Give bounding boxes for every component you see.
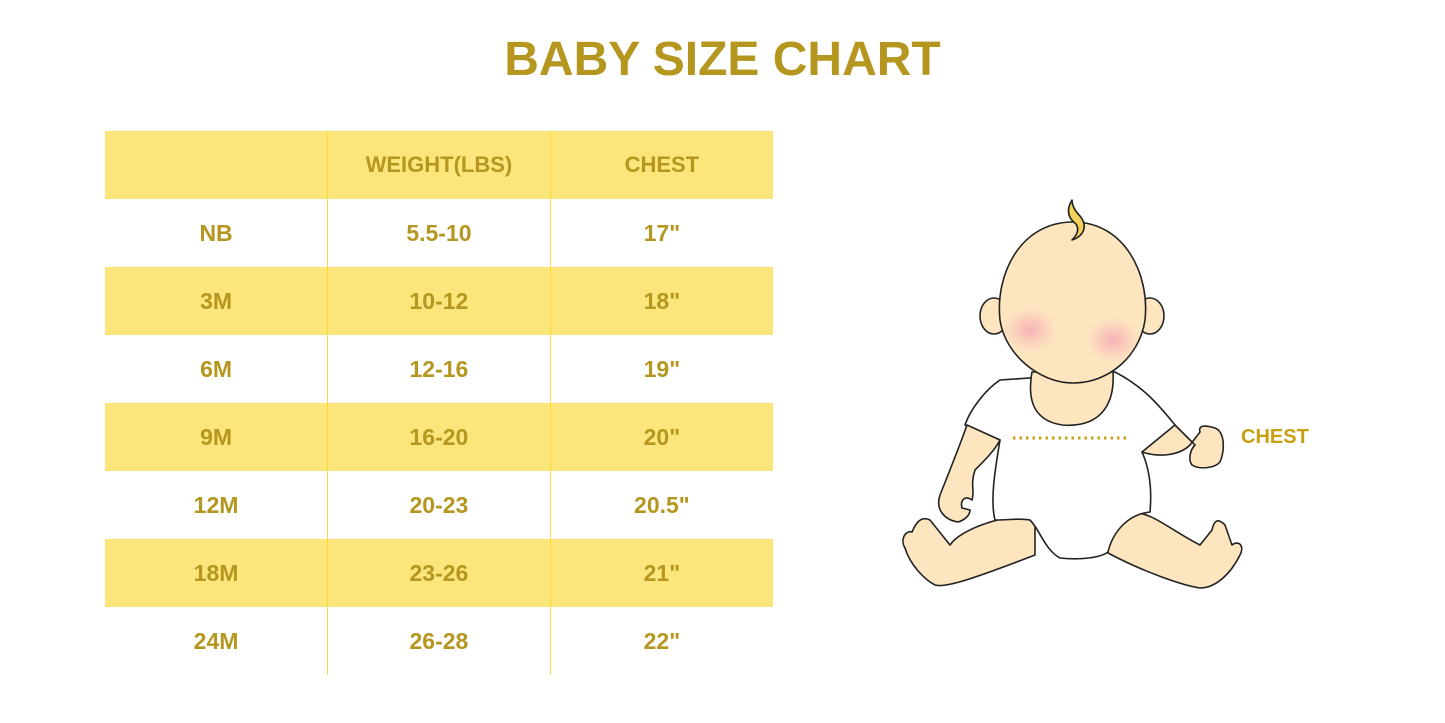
- chest-cell: 20.5": [634, 491, 690, 518]
- chest-cell: 21": [550, 539, 773, 607]
- size-cell: NB: [199, 219, 233, 246]
- table-row: 6M 12-16 19": [105, 335, 773, 403]
- chest-cell: 20": [550, 403, 773, 471]
- chest-cell: 19": [643, 355, 681, 382]
- chest-cell: 18": [550, 267, 773, 335]
- size-table: WEIGHT(LBS) CHEST NB 5.5-10 17" 3M 10-12…: [105, 131, 773, 675]
- header-cell: [105, 131, 328, 199]
- weight-cell: 23-26: [327, 539, 551, 607]
- weight-cell: 20-23: [327, 471, 551, 539]
- table-row: 12M 20-23 20.5": [105, 471, 773, 539]
- chest-label: CHEST: [1241, 426, 1309, 448]
- chest-cell: 17": [643, 219, 681, 246]
- table-row: 18M 23-26 21": [105, 539, 773, 607]
- table-header-row: WEIGHT(LBS) CHEST: [105, 131, 773, 199]
- weight-cell: 26-28: [327, 607, 551, 675]
- weight-cell: 10-12: [327, 267, 551, 335]
- size-cell: 12M: [193, 491, 239, 518]
- header-cell: WEIGHT(LBS): [327, 131, 551, 199]
- weight-cell: 16-20: [327, 403, 551, 471]
- table-row: 24M 26-28 22": [105, 607, 773, 675]
- size-cell: 6M: [200, 355, 233, 382]
- page-title: BABY SIZE CHART: [504, 33, 941, 86]
- table-row: NB 5.5-10 17": [105, 199, 773, 267]
- weight-cell: 12-16: [327, 335, 551, 403]
- weight-cell: 5.5-10: [327, 199, 551, 267]
- size-cell: 18M: [105, 539, 328, 607]
- size-cell: 3M: [105, 267, 328, 335]
- table-row: 9M 16-20 20": [105, 403, 773, 471]
- header-cell: CHEST: [550, 131, 773, 199]
- size-cell: 9M: [105, 403, 328, 471]
- size-cell: 24M: [193, 627, 239, 654]
- table-row: 3M 10-12 18": [105, 267, 773, 335]
- chest-cell: 22": [643, 627, 681, 654]
